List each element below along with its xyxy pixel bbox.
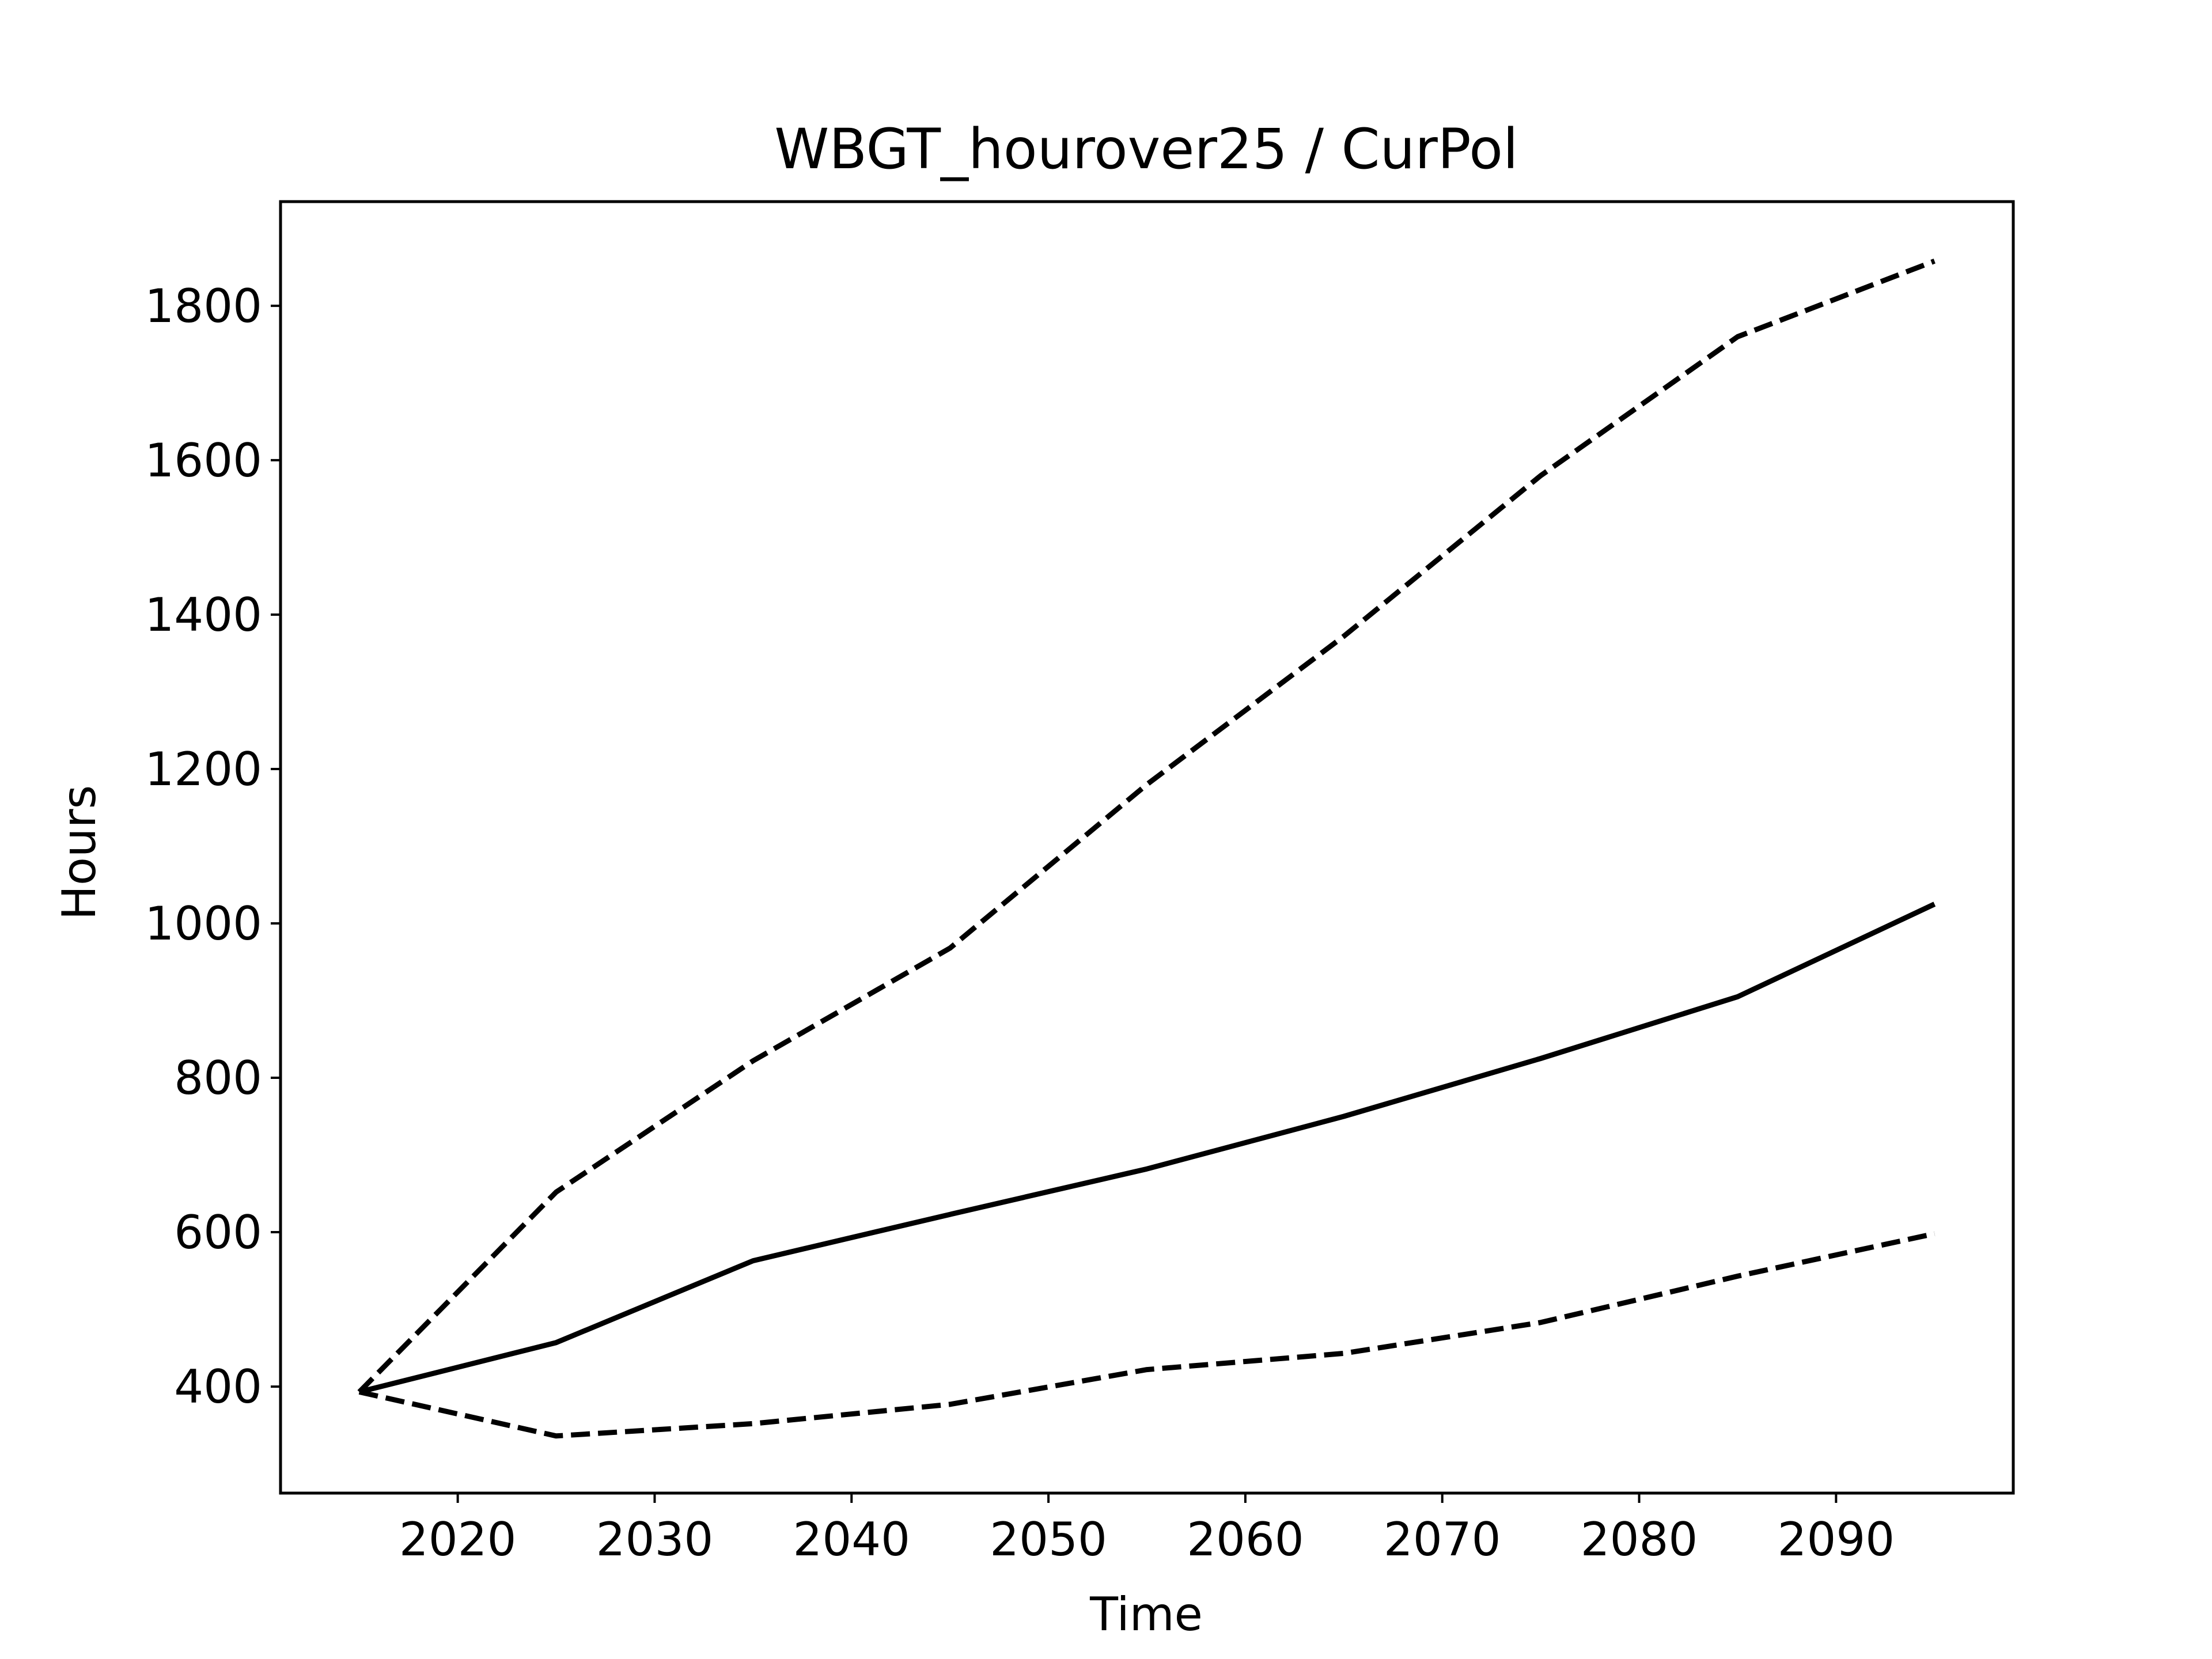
chart-title: WBGT_hourover25 / CurPol bbox=[774, 117, 1518, 181]
y-axis-label: Hours bbox=[52, 785, 106, 920]
x-tick-label: 2090 bbox=[1778, 1513, 1895, 1566]
x-tick-label: 2020 bbox=[399, 1513, 517, 1566]
x-tick-label: 2060 bbox=[1187, 1513, 1304, 1566]
x-tick-label: 2030 bbox=[596, 1513, 714, 1566]
x-axis-label: Time bbox=[1089, 1588, 1203, 1641]
plot-frame bbox=[279, 200, 2015, 1495]
x-tick-label: 2070 bbox=[1384, 1513, 1501, 1566]
y-tick-label: 1000 bbox=[145, 897, 262, 950]
y-tick-label: 600 bbox=[174, 1206, 262, 1259]
y-tick-label: 800 bbox=[174, 1051, 262, 1105]
series-line-3-dashed bbox=[358, 1231, 1936, 1439]
y-tick-label: 1800 bbox=[145, 279, 262, 333]
y-tick-label: 400 bbox=[174, 1360, 262, 1414]
series-line-1-solid bbox=[358, 902, 1936, 1395]
y-tick-label: 1600 bbox=[145, 434, 262, 487]
series-line-2-dashed bbox=[357, 258, 1936, 1394]
x-tick-label: 2080 bbox=[1581, 1513, 1698, 1566]
y-axis: 400 600 800 1000 1200 1400 1600 1800 bbox=[145, 279, 281, 1414]
x-tick-label: 2050 bbox=[990, 1513, 1107, 1566]
x-axis: 2020 2030 2040 2050 2060 2070 2080 2090 bbox=[399, 1493, 1895, 1566]
plot-area bbox=[357, 258, 1936, 1439]
x-tick-label: 2040 bbox=[793, 1513, 910, 1566]
y-tick-label: 1200 bbox=[145, 743, 262, 796]
y-tick-label: 1400 bbox=[145, 588, 262, 642]
